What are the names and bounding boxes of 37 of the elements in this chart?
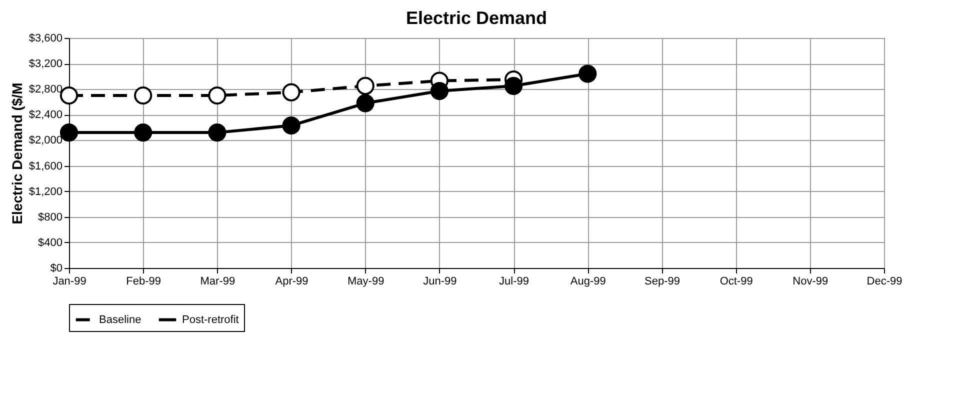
chart-title: Electric Demand [406,8,548,28]
y-tick-label: $3,200 [28,58,62,70]
legend-label: Post-retrofit [182,314,239,326]
x-tick-label: Feb-99 [126,276,162,288]
x-tick-label: Jun-99 [423,276,457,288]
y-tick-label: $1,600 [28,160,62,172]
y-tick-label: $0 [50,262,62,274]
x-tick-label: May-99 [348,276,384,288]
x-tick-label: Jan-99 [52,276,86,288]
point [134,124,152,142]
point [504,76,523,95]
x-tick-label: Aug-99 [570,276,606,288]
x-tick-label: Apr-99 [275,276,308,288]
y-tick-label: $2,000 [28,134,62,147]
legend-label: Baseline [99,314,142,326]
point [208,86,226,105]
point [578,64,597,83]
y-tick-label: $2,400 [28,109,62,122]
point [430,82,449,100]
y-axis-title: Electric Demand ($/M [8,82,25,224]
x-tick-label: Mar-99 [200,276,236,288]
y-tick-label: $800 [38,211,62,224]
y-tick-label: $400 [38,236,62,249]
x-tick-label: Sep-99 [644,276,680,288]
point [208,124,226,142]
x-tick-label: Jul-99 [499,276,530,288]
point [134,86,152,105]
y-tick-label: $2,800 [28,84,62,96]
x-tick-label: Dec-99 [866,276,902,288]
point [282,83,300,102]
x-tick-label: Nov-99 [792,276,828,288]
y-tick-label: $3,600 [28,32,62,44]
point [282,116,300,135]
point [356,94,374,112]
x-tick-label: Oct-99 [720,276,753,288]
y-tick-label: $1,200 [28,186,62,198]
point [356,76,374,95]
